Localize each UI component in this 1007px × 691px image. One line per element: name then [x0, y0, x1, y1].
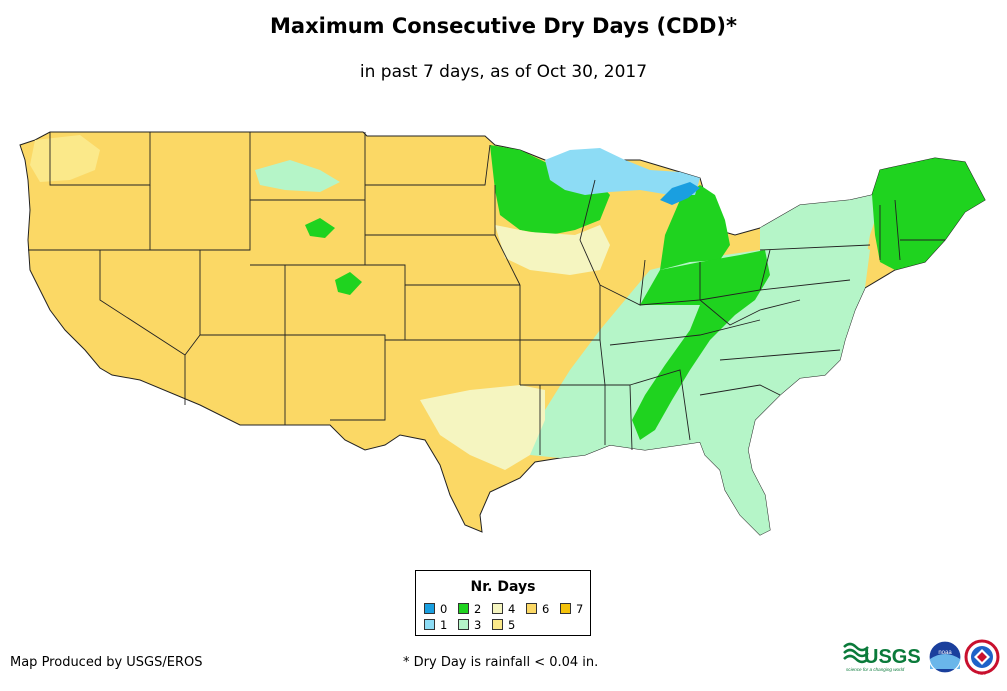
region-3day-northeast [760, 195, 880, 282]
state-boundaries [28, 132, 945, 455]
map-credit: Map Produced by USGS/EROS [10, 655, 203, 670]
usgs-logo: USGS science for a changing world [843, 642, 921, 672]
us-dry-days-map [19, 131, 986, 536]
legend-label: 6 [542, 602, 550, 616]
region-0day-lake-michigan [660, 182, 700, 205]
region-3day-montana [255, 160, 340, 192]
noaa-wordmark: noaa [938, 650, 952, 656]
legend-swatch [560, 603, 571, 614]
usgs-tagline: science for a changing world [846, 667, 905, 672]
map-subtitle: in past 7 days, as of Oct 30, 2017 [359, 62, 648, 82]
region-4day-gulf [420, 385, 545, 470]
region-2day-appalachian [632, 250, 770, 440]
legend-label: 7 [576, 602, 584, 616]
usgs-wordmark: USGS [864, 646, 921, 668]
region-2day-newengland [872, 158, 985, 270]
legend-swatch [492, 603, 503, 614]
legend-label: 1 [440, 618, 448, 632]
legend-swatch [424, 603, 435, 614]
agency-logos: USGS science for a changing world noaa N… [843, 639, 1000, 676]
map-title: Maximum Consecutive Dry Days (CDD)* [270, 14, 737, 38]
region-2day-upper-midwest [490, 145, 610, 235]
legend: Nr. Days 0 1 2 3 4 5 6 7 [415, 570, 591, 636]
region-1day-lake-superior [545, 148, 700, 195]
legend-swatch [458, 603, 469, 614]
legend-label: 4 [508, 602, 516, 616]
region-4day-midwest [495, 225, 610, 275]
legend-title: Nr. Days [470, 579, 536, 595]
nws-wordmark: NWS [979, 672, 986, 676]
legend-label: 3 [474, 618, 482, 632]
region-5day-pacific-nw [30, 135, 100, 182]
legend-swatch [458, 619, 469, 630]
legend-swatch [424, 619, 435, 630]
noaa-logo: noaa [928, 640, 962, 674]
dry-day-footnote: * Dry Day is rainfall < 0.04 in. [403, 655, 599, 670]
nws-logo: NWS [964, 639, 1000, 676]
legend-swatch [526, 603, 537, 614]
legend-label: 5 [508, 618, 516, 632]
legend-label: 0 [440, 602, 448, 616]
legend-label: 2 [474, 602, 482, 616]
legend-swatch [492, 619, 503, 630]
region-3day-south [530, 240, 870, 535]
region-2day-colorado [335, 272, 362, 295]
region-2day-wyoming [305, 218, 335, 238]
region-2day-michigan [660, 185, 730, 270]
